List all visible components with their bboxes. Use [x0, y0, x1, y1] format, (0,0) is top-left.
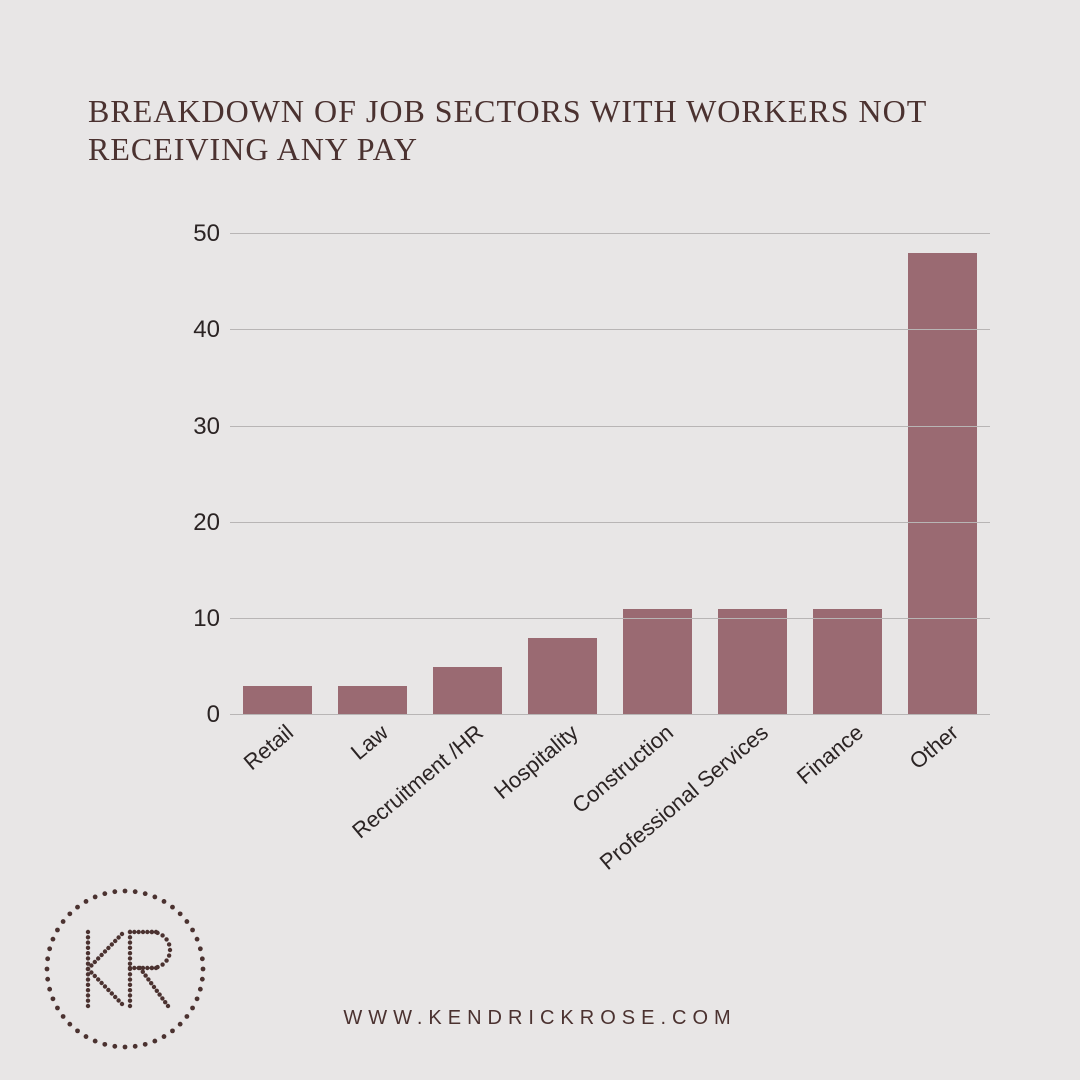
- gridline: [230, 714, 990, 715]
- x-tick-label: Other: [900, 715, 963, 775]
- gridline: [230, 233, 990, 234]
- bar: [338, 686, 406, 715]
- bar: [908, 253, 976, 715]
- y-tick-label: 20: [193, 509, 220, 537]
- bar-chart: RetailLawRecruitment /HRHospitalityConst…: [180, 215, 990, 755]
- bar-slot: Recruitment /HR: [420, 215, 515, 715]
- y-tick-label: 50: [193, 220, 220, 248]
- y-tick-label: 40: [193, 316, 220, 344]
- bar: [623, 609, 691, 715]
- x-tick-label: Retail: [234, 715, 298, 776]
- bar-slot: Hospitality: [515, 215, 610, 715]
- bar: [813, 609, 881, 715]
- bar-slot: Finance: [800, 215, 895, 715]
- chart-title: BREAKDOWN OF JOB SECTORS WITH WORKERS NO…: [88, 92, 1020, 169]
- bar-slot: Professional Services: [705, 215, 800, 715]
- bar-slot: Other: [895, 215, 990, 715]
- bars-container: RetailLawRecruitment /HRHospitalityConst…: [230, 215, 990, 715]
- bar: [718, 609, 786, 715]
- website-url: WWW.KENDRICKROSE.COM: [0, 1007, 1080, 1030]
- bar-slot: Law: [325, 215, 420, 715]
- gridline: [230, 426, 990, 427]
- gridline: [230, 329, 990, 330]
- bar: [243, 686, 311, 715]
- plot-area: RetailLawRecruitment /HRHospitalityConst…: [230, 215, 990, 715]
- bar: [528, 638, 596, 715]
- y-tick-label: 30: [193, 413, 220, 441]
- page: BREAKDOWN OF JOB SECTORS WITH WORKERS NO…: [0, 0, 1080, 1080]
- y-tick-label: 0: [207, 701, 220, 729]
- y-tick-label: 10: [193, 605, 220, 633]
- x-tick-label: Finance: [788, 715, 869, 790]
- gridline: [230, 618, 990, 619]
- x-tick-label: Law: [342, 715, 393, 765]
- gridline: [230, 522, 990, 523]
- x-tick-label: Professional Services: [590, 715, 773, 875]
- bar: [433, 667, 501, 715]
- bar-slot: Construction: [610, 215, 705, 715]
- bar-slot: Retail: [230, 215, 325, 715]
